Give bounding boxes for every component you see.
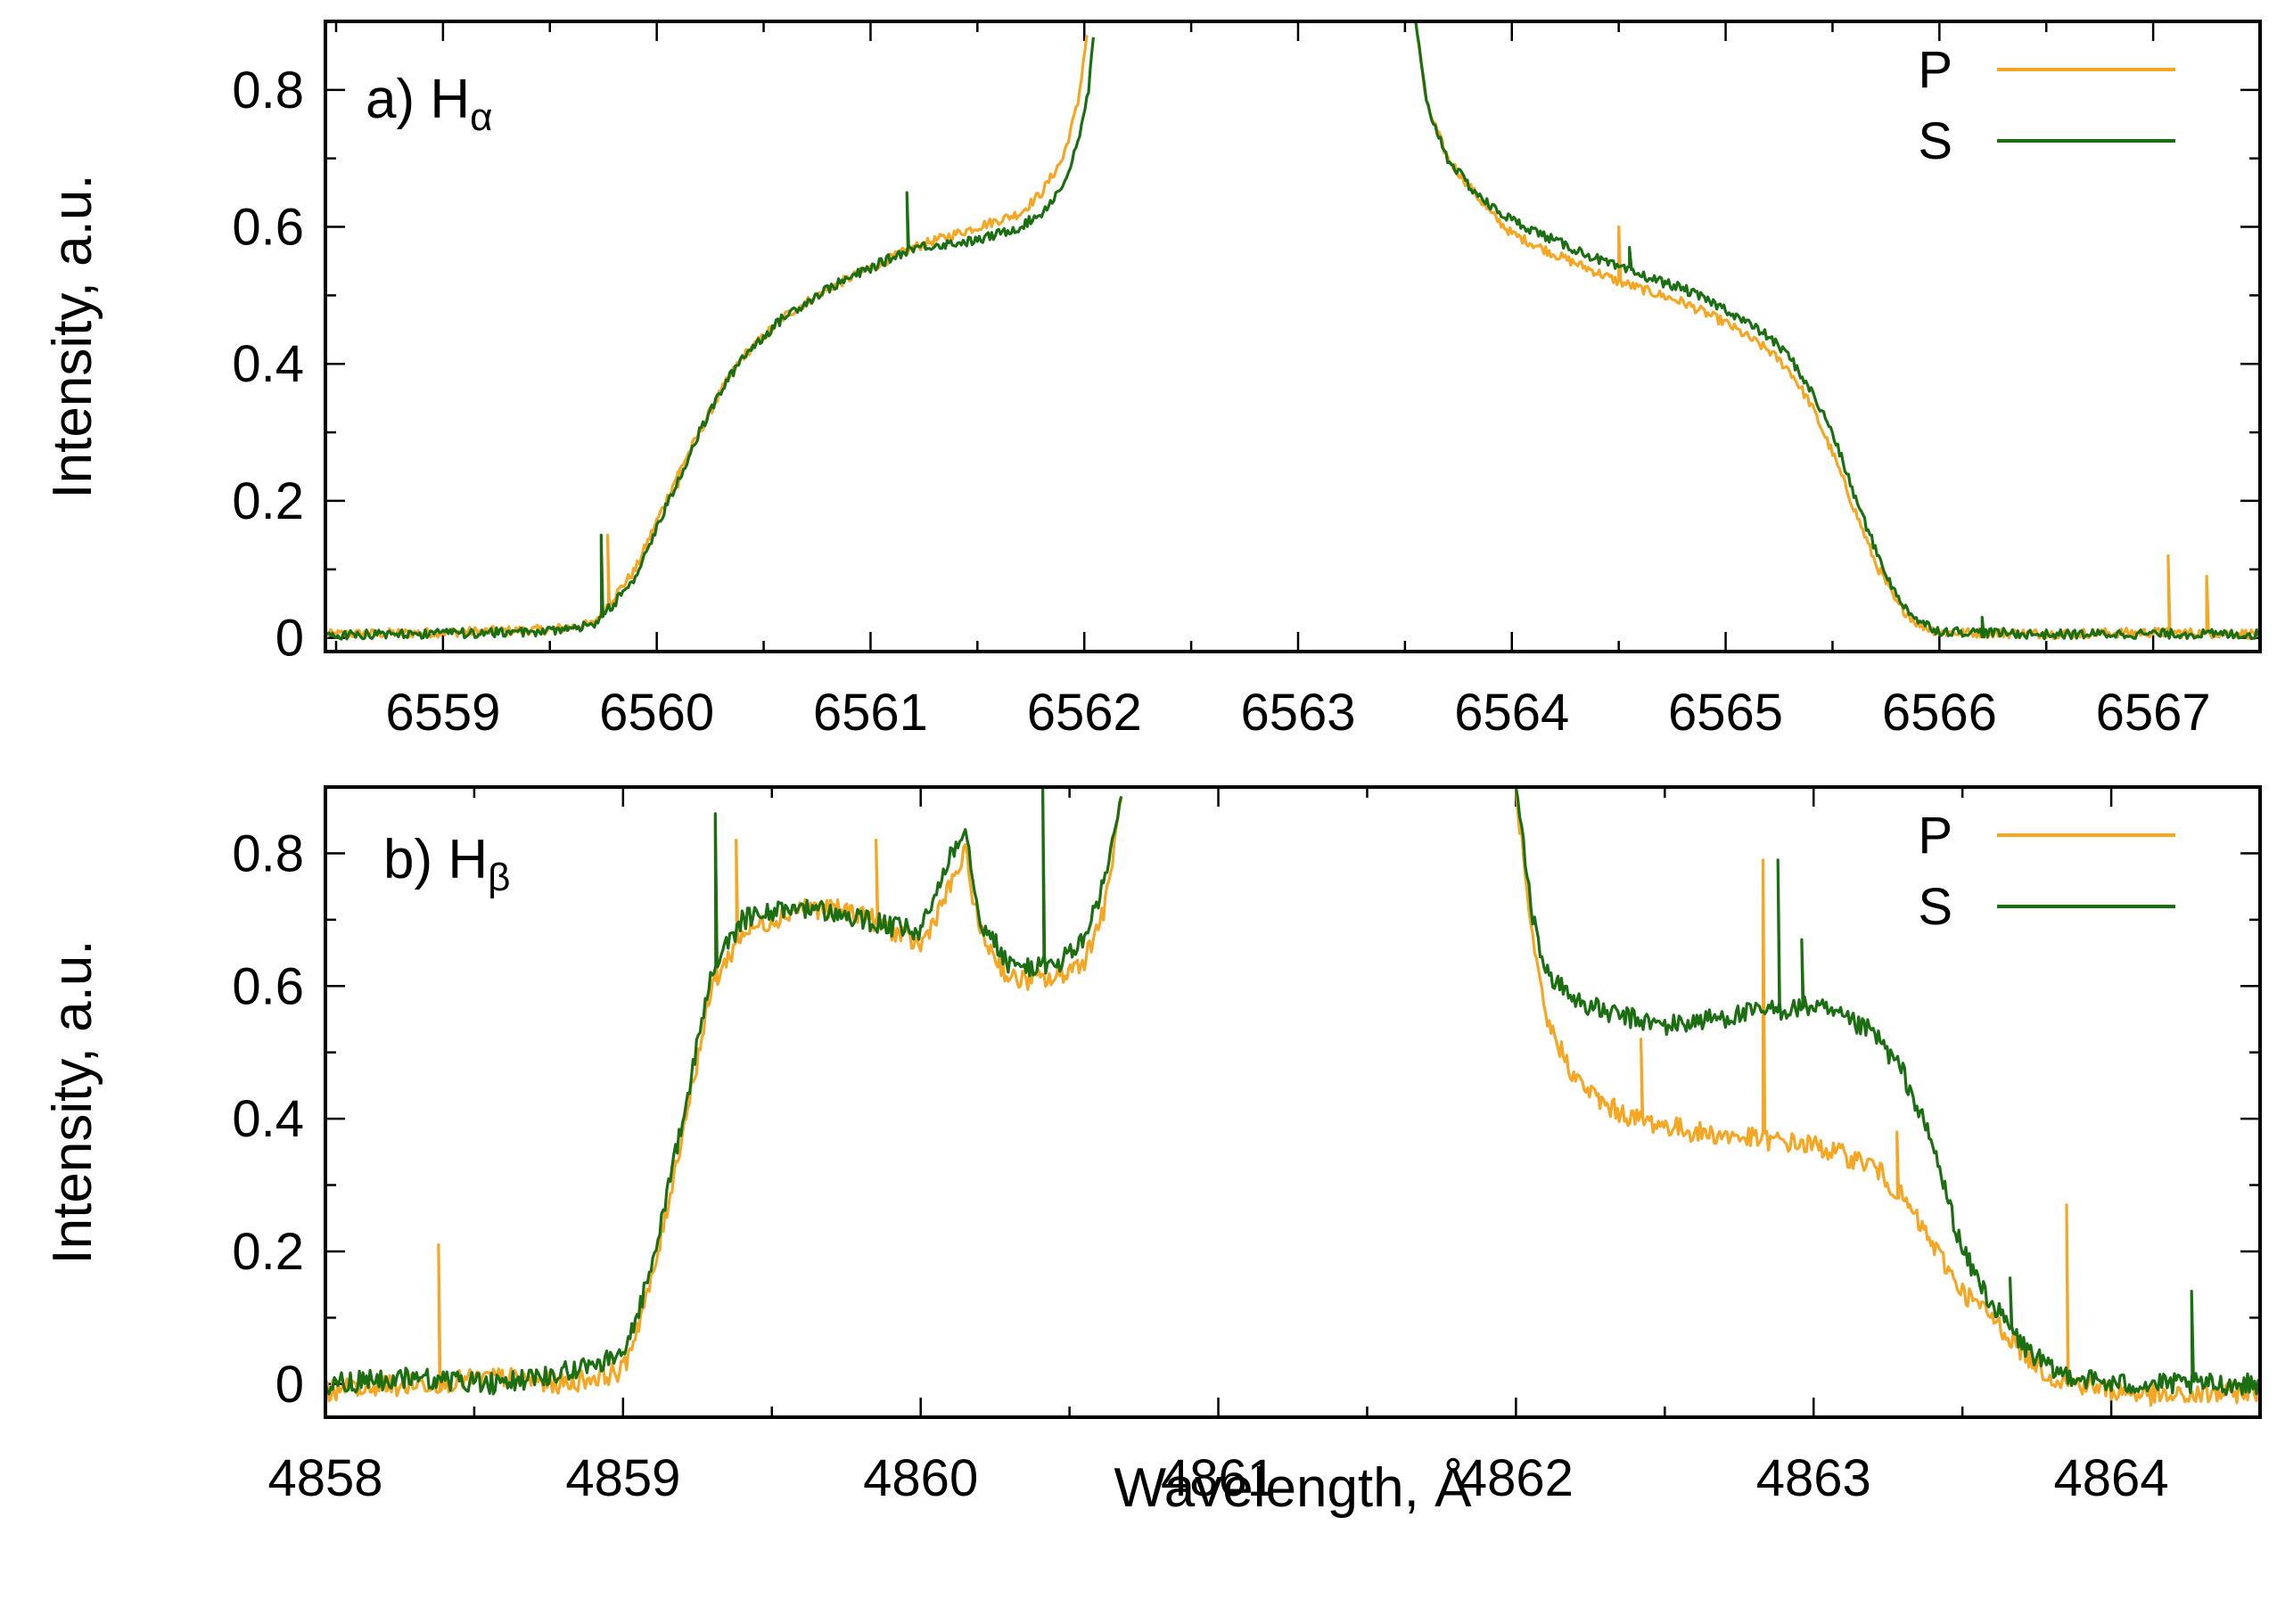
- panel-h-beta-legend: P S: [1918, 807, 2175, 936]
- panel-h-beta-tick-labels: 4858 4859 4860 4861 4862 4863 4864 0 0.2 0.4 0.6 0.…: [232, 824, 2168, 1507]
- panel-h-alpha-legend: P S: [1918, 41, 2175, 170]
- panel-h-beta-legend-label-p: P: [1918, 807, 1952, 865]
- panel-h-beta-label-main: H: [448, 829, 488, 890]
- panel-h-beta: 4858 4859 4860 4861 4862 4863 4864 0 0.2 0.4 0.6 0.…: [42, 785, 2262, 1519]
- x-tick-label: 4862: [1459, 1449, 1574, 1507]
- x-tick-label: 4864: [2054, 1449, 2169, 1507]
- y-tick-label: 0: [275, 610, 304, 668]
- x-tick-label: 6560: [599, 684, 714, 742]
- panel-h-alpha: 6559 6560 6561 6562 6563 6564 6565 6566 6567 0 0.2…: [42, 20, 2262, 742]
- series-line-s: [325, 21, 2260, 641]
- panel-h-alpha-tick-labels: 6559 6560 6561 6562 6563 6564 6565 6566 6567 0 0.2…: [232, 62, 2210, 742]
- panel-h-alpha-ticks: [325, 20, 2262, 652]
- x-tick-label: 6559: [385, 684, 500, 742]
- x-tick-label: 6566: [1882, 684, 1997, 742]
- x-tick-label: 6564: [1454, 684, 1569, 742]
- series-line-p: [325, 787, 2260, 1407]
- panel-h-beta-x-axis-title: Wavelength, Å: [1114, 1457, 1473, 1519]
- x-tick-label: 4859: [565, 1449, 680, 1507]
- x-tick-label: 6562: [1027, 684, 1142, 742]
- y-tick-label: 0.6: [232, 957, 304, 1015]
- y-tick-label: 0.2: [232, 1223, 304, 1281]
- panel-h-beta-label-subscript: β: [488, 856, 510, 899]
- series-line-p: [325, 21, 2260, 640]
- panel-h-alpha-legend-label-p: P: [1918, 41, 1952, 99]
- x-tick-label: 6561: [813, 684, 928, 742]
- panel-h-beta-y-axis-title: Intensity, a.u.: [42, 939, 103, 1264]
- x-tick-label: 6567: [2096, 684, 2211, 742]
- panel-h-alpha-legend-label-s: S: [1918, 112, 1952, 170]
- x-tick-label: 4860: [863, 1449, 978, 1507]
- panel-h-alpha-label-subscript: α: [470, 95, 492, 139]
- x-tick-label: 6563: [1240, 684, 1355, 742]
- x-tick-label: 6565: [1668, 684, 1783, 742]
- panel-h-beta-series: [325, 787, 2260, 1407]
- y-tick-label: 0: [275, 1356, 304, 1414]
- panel-h-alpha-series: [325, 21, 2260, 641]
- panel-h-beta-frame: [324, 785, 2262, 1419]
- x-tick-label: 4858: [267, 1449, 382, 1507]
- panel-h-beta-legend-label-s: S: [1918, 878, 1952, 936]
- y-tick-label: 0.8: [232, 62, 304, 119]
- y-tick-label: 0.4: [232, 335, 304, 393]
- panel-h-beta-ticks: [324, 785, 2262, 1417]
- series-line-s: [325, 787, 2260, 1397]
- panel-h-beta-label-prefix: b): [383, 829, 448, 890]
- y-tick-label: 0.4: [232, 1090, 304, 1148]
- panel-h-beta-label: b) Hβ: [383, 829, 510, 899]
- panel-h-alpha-label: a) Hα: [366, 69, 493, 139]
- x-tick-label: 4861: [1161, 1449, 1276, 1507]
- y-tick-label: 0.8: [232, 824, 304, 882]
- panel-h-alpha-y-axis-title: Intensity, a.u.: [42, 174, 103, 498]
- panel-h-alpha-label-prefix: a): [366, 69, 430, 130]
- panel-h-alpha-label-main: H: [430, 69, 470, 130]
- x-tick-label: 4863: [1756, 1449, 1871, 1507]
- y-tick-label: 0.2: [232, 472, 304, 530]
- y-tick-label: 0.6: [232, 199, 304, 257]
- panel-h-alpha-frame: [324, 20, 2262, 653]
